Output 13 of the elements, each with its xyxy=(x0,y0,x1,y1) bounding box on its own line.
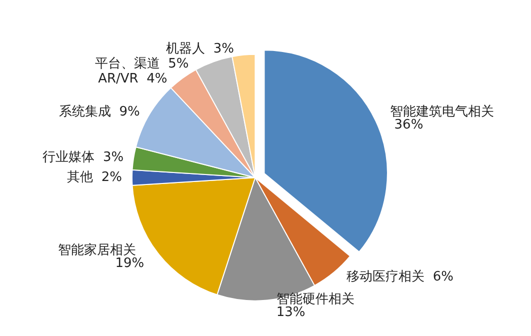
slice-label: 系统集成 9% xyxy=(58,104,140,120)
slice-label: 机器人 3% xyxy=(166,41,234,56)
slice-label: 智能建筑电气相关 xyxy=(390,104,498,120)
data-label: 13% xyxy=(276,305,306,320)
slice-label: 平台、渠道 5% xyxy=(94,56,189,72)
data-label: 19% xyxy=(115,256,144,271)
slice-label: 其他 2% xyxy=(67,170,122,186)
data-label: 36% xyxy=(390,117,424,132)
slice-label: 智能硬件相关 xyxy=(276,292,363,308)
slice-label: 智能家居相关 xyxy=(58,242,144,258)
slice-label: AR/VR 4% xyxy=(98,71,168,86)
slice-label: 移动医疗相关 6% xyxy=(346,270,454,285)
slice-label: 行业媒体 3% xyxy=(42,150,124,165)
